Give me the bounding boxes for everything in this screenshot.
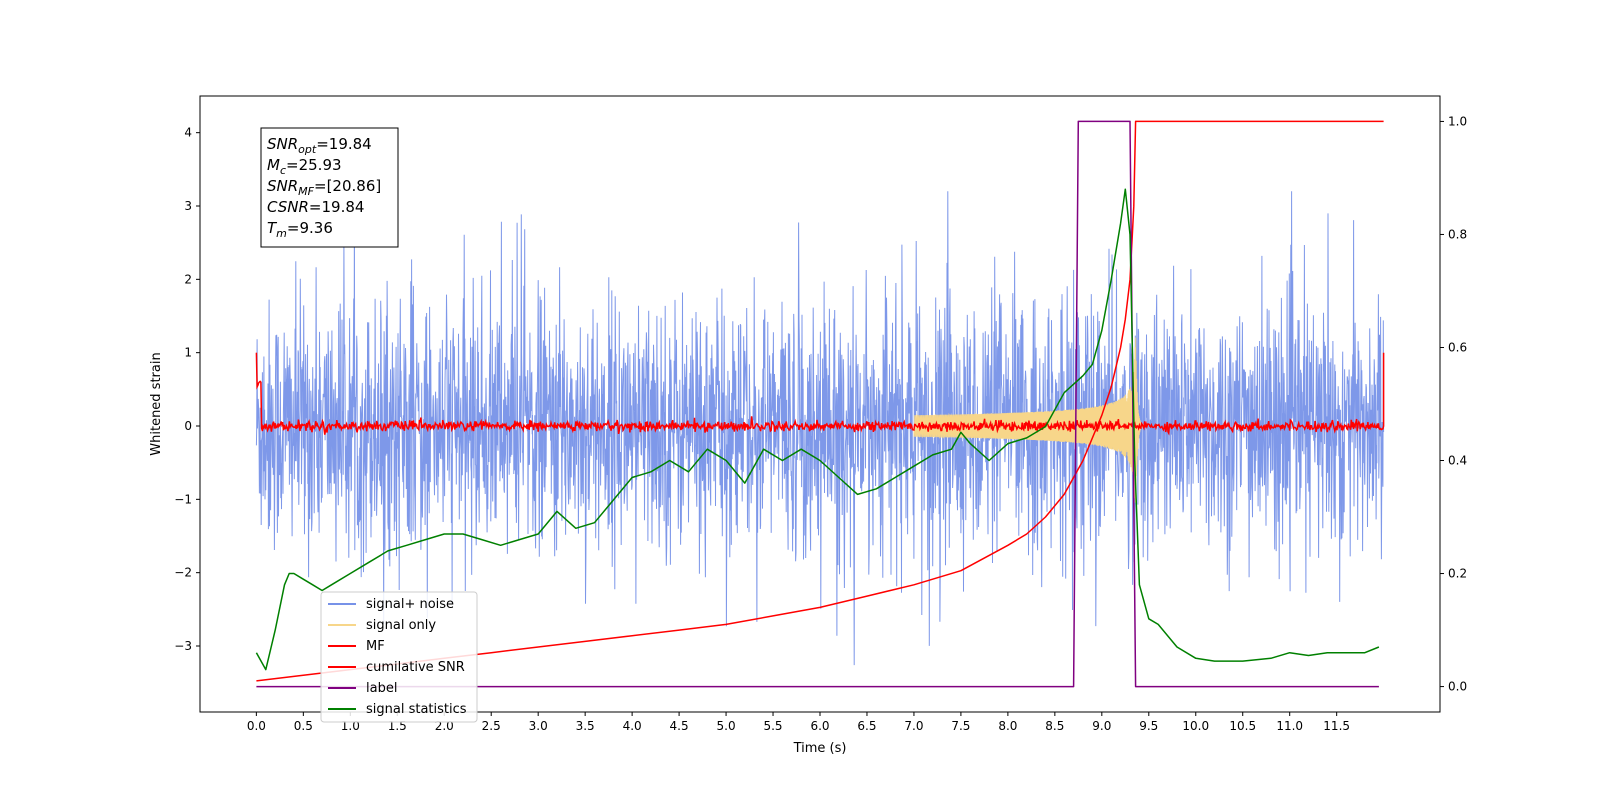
x-tick-label: 5.5 (763, 719, 782, 733)
annotation-line: SNRopt=19.84 (267, 135, 372, 156)
x-tick-label: 8.0 (998, 719, 1017, 733)
x-tick-label: 0.5 (294, 719, 313, 733)
y-axis-right: 0.0 0.2 0.4 0.6 0.8 1.0 (1440, 114, 1467, 694)
y2-tick-label: 1.0 (1448, 114, 1467, 128)
x-tick-label: 7.5 (951, 719, 970, 733)
annotation-value: =[20.86] (314, 177, 381, 195)
y-tick-label: 3 (184, 199, 192, 213)
y2-tick-label: 0.0 (1448, 680, 1467, 694)
x-tick-label: 4.5 (670, 719, 689, 733)
annotation-symbol: CSNR (267, 198, 309, 216)
annotation-subscript: m (276, 227, 287, 240)
x-tick-label: 6.0 (810, 719, 829, 733)
legend-label: cumilative SNR (366, 660, 465, 675)
y-axis-label: Whitened strain (149, 352, 164, 455)
x-tick-label: 0.0 (247, 719, 266, 733)
annotation-symbol: T (267, 219, 278, 237)
x-tick-label: 9.5 (1139, 719, 1158, 733)
annotation-value: =19.84 (316, 135, 372, 153)
x-tick-label: 11.5 (1323, 719, 1350, 733)
y2-tick-label: 0.8 (1448, 227, 1467, 241)
y2-tick-label: 0.4 (1448, 454, 1467, 468)
y-tick-label: 1 (184, 346, 192, 360)
x-tick-label: 11.0 (1276, 719, 1303, 733)
y-tick-label: 0 (184, 419, 192, 433)
annotation-subscript: MF (298, 185, 314, 198)
y2-tick-label: 0.6 (1448, 340, 1467, 354)
y-tick-label: 4 (184, 126, 192, 140)
y-tick-label: −1 (174, 492, 192, 506)
x-axis-label: Time (s) (793, 741, 847, 756)
series-mf (255, 352, 1385, 436)
x-tick-label: 8.5 (1045, 719, 1064, 733)
x-tick-label: 3.0 (529, 719, 548, 733)
series-signal-noise (255, 191, 1385, 666)
legend-label: label (366, 681, 397, 696)
annotation-line: Tm=9.36 (267, 219, 333, 240)
x-tick-label: 4.0 (623, 719, 642, 733)
annotation-line: CSNR=19.84 (267, 198, 364, 216)
y2-tick-label: 0.2 (1448, 567, 1467, 581)
y-tick-label: −3 (174, 639, 192, 653)
y-axis-left: −3 −2 −1 0 1 2 3 4 (174, 126, 200, 653)
x-tick-label: 5.0 (717, 719, 736, 733)
x-tick-label: 10.0 (1182, 719, 1209, 733)
y-tick-label: −2 (174, 566, 192, 580)
legend: signal+ noise signal only MF cumilative SNR… (320, 591, 478, 723)
legend-label: MF (366, 639, 385, 654)
annotation-line: Mc=25.93 (267, 156, 342, 177)
x-tick-label: 3.5 (576, 719, 595, 733)
series-label (256, 120, 1379, 688)
annotation-line: SNRMF=[20.86] (267, 177, 381, 198)
annotation-symbol: M (267, 156, 280, 174)
legend-frame (320, 591, 478, 723)
series-signal-statistics (255, 188, 1380, 671)
annotation-value: =9.36 (287, 219, 333, 237)
x-tick-label: 6.5 (857, 719, 876, 733)
x-tick-label: 9.0 (1092, 719, 1111, 733)
x-tick-label: 7.0 (904, 719, 923, 733)
annotation-subscript: c (280, 164, 286, 177)
x-tick-label: 2.5 (482, 719, 501, 733)
annotation-symbol: SNR (267, 177, 298, 195)
y-tick-label: 2 (184, 272, 192, 286)
legend-label: signal+ noise (366, 597, 454, 612)
annotation-frame (260, 127, 399, 248)
annotation-symbol: SNR (267, 135, 298, 153)
annotation-subscript: opt (298, 143, 317, 156)
annotation-value: =19.84 (309, 198, 365, 216)
x-tick-label: 10.5 (1229, 719, 1256, 733)
legend-label: signal only (366, 618, 436, 633)
annotation-box: SNRopt=19.84Mc=25.93SNRMF=[20.86]CSNR=19… (260, 127, 399, 248)
legend-label: signal statistics (366, 702, 467, 717)
annotation-value: =25.93 (286, 156, 342, 174)
